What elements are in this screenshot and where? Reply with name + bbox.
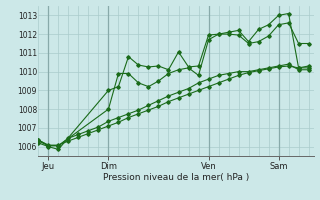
X-axis label: Pression niveau de la mer( hPa ): Pression niveau de la mer( hPa ) [103, 173, 249, 182]
